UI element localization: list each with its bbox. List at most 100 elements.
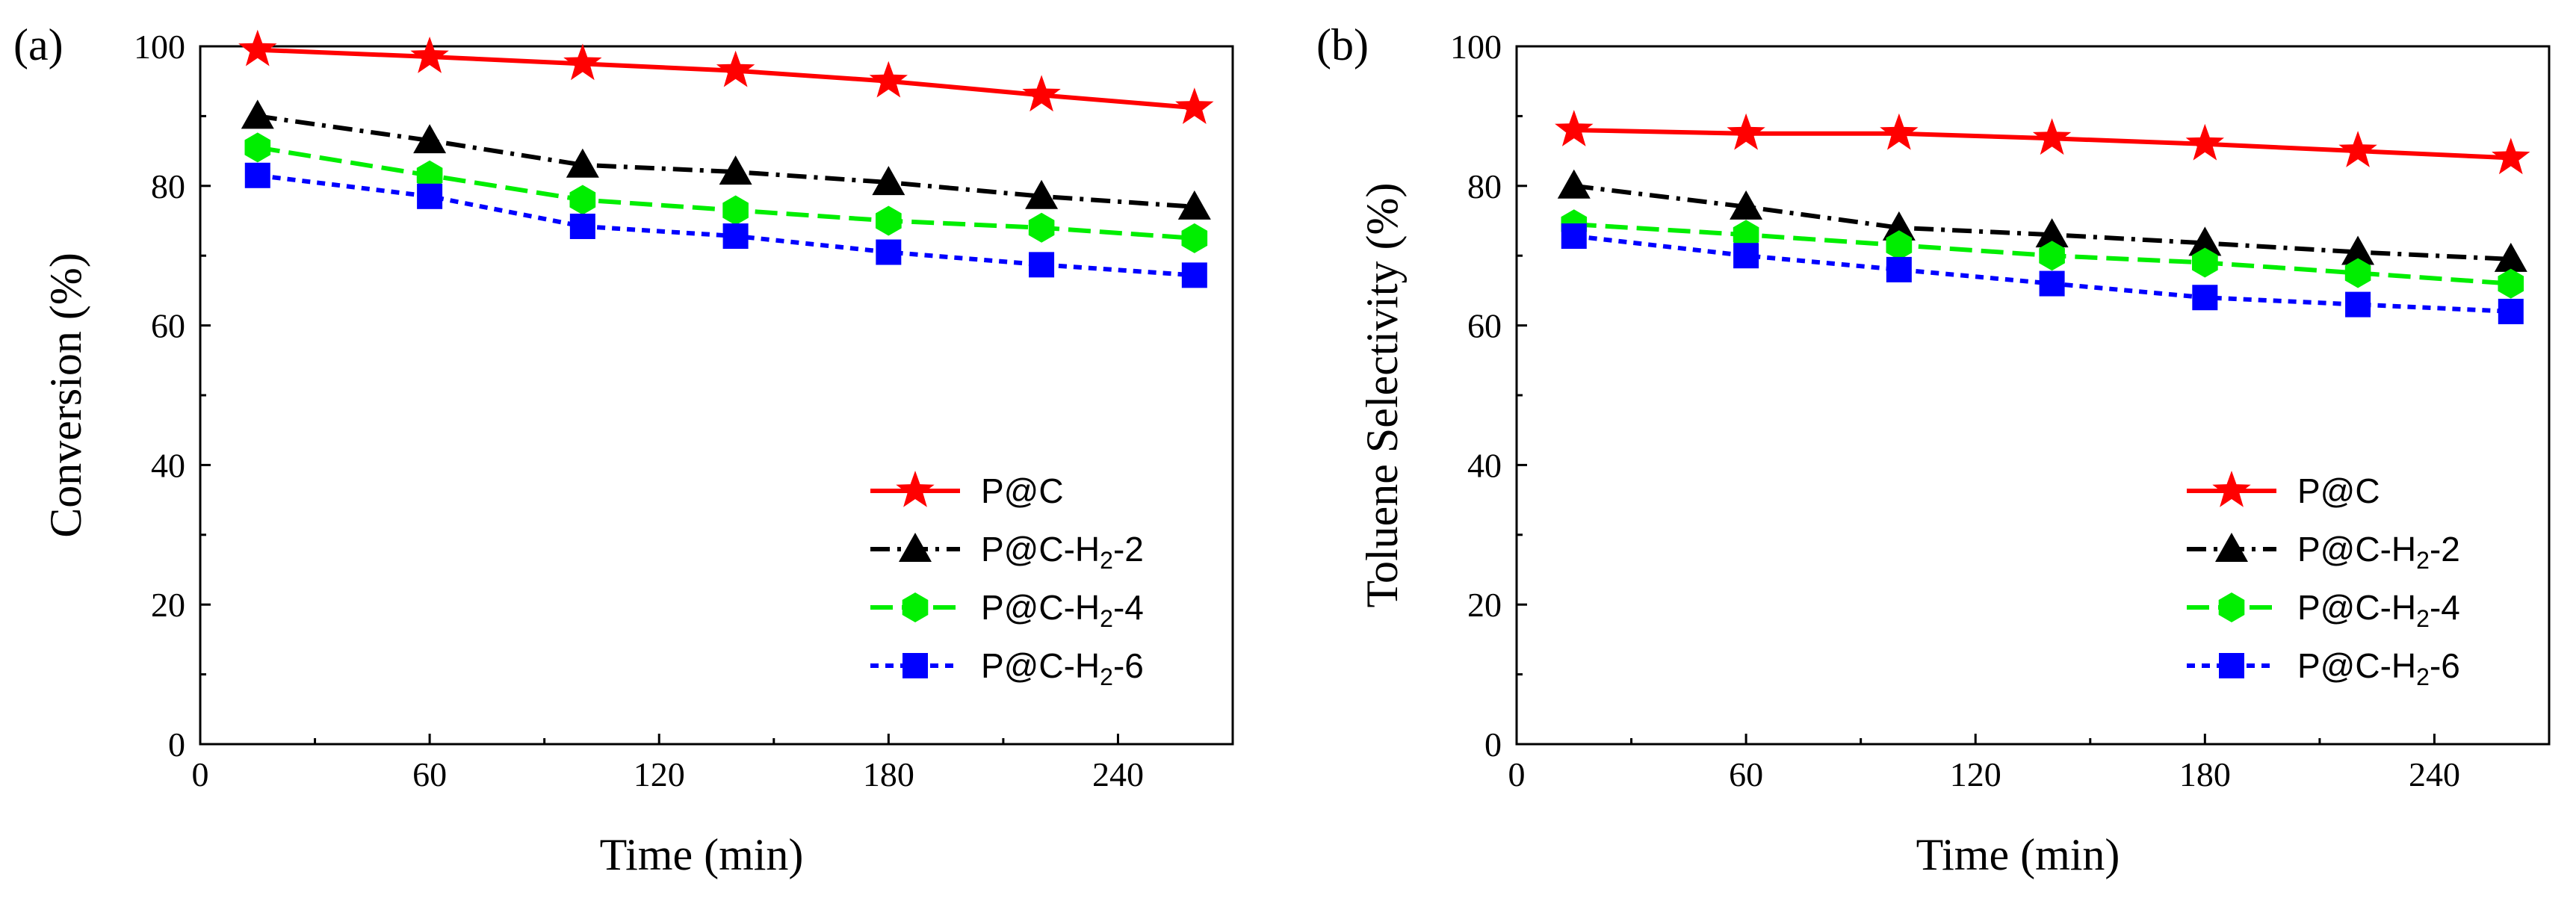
data-point — [2492, 137, 2530, 175]
data-point — [2039, 270, 2065, 297]
legend-marker — [902, 653, 928, 678]
legend-label: P@C-H2-2 — [2297, 530, 2460, 574]
y-axis-title: Toluene Selectivity (%) — [1357, 183, 1407, 608]
data-point — [1880, 113, 1919, 150]
y-tick-label: 60 — [1467, 307, 1502, 345]
data-point — [241, 99, 274, 129]
x-tick-label: 0 — [192, 755, 209, 793]
legend-entry: P@C-H2-6 — [2187, 646, 2460, 690]
legend-entry: P@C — [870, 471, 1064, 510]
y-tick-label: 100 — [1450, 28, 1502, 66]
data-point — [876, 205, 902, 236]
legend-label: P@C-H2-4 — [981, 588, 1144, 632]
x-axis-title: Time (min) — [1916, 830, 2120, 879]
data-point — [2032, 118, 2072, 155]
legend-entry: P@C — [2187, 471, 2380, 510]
data-point — [1177, 190, 1211, 220]
data-point — [1555, 110, 1594, 146]
data-point — [1882, 211, 1916, 241]
data-point — [1181, 262, 1207, 288]
data-point — [869, 61, 908, 98]
data-point — [719, 155, 752, 185]
data-point — [413, 124, 447, 154]
data-point — [872, 166, 905, 196]
data-point — [2192, 285, 2218, 311]
data-point — [722, 223, 749, 250]
legend-label: P@C-H2-2 — [981, 530, 1144, 574]
legend-label: P@C-H2-6 — [2297, 646, 2460, 690]
data-point — [2188, 226, 2222, 256]
data-point — [2344, 258, 2371, 288]
series-line — [257, 47, 1195, 111]
series-P@C-H2-6 — [244, 162, 1207, 288]
data-point — [2341, 235, 2375, 265]
data-point — [2338, 131, 2377, 167]
legend-entry: P@C-H2-6 — [870, 646, 1144, 690]
data-point — [1022, 75, 1061, 112]
y-tick-label: 100 — [134, 28, 185, 66]
legend-label: P@C-H2-6 — [981, 646, 1144, 690]
data-point — [410, 37, 449, 73]
x-tick-label: 180 — [863, 755, 914, 793]
data-point — [1557, 169, 1591, 199]
data-point — [1730, 190, 1763, 220]
legend-marker — [899, 533, 932, 562]
y-tick-label: 80 — [151, 167, 185, 205]
data-point — [2498, 298, 2524, 324]
chart-panel-b: (b) 0 60 120 180 240 0 20 40 60 80 100 Time (min) Tol… — [1316, 20, 2551, 879]
legend-marker — [2215, 533, 2248, 562]
data-point — [1175, 87, 1214, 124]
data-point — [1733, 243, 1759, 269]
series-P@C-H2-6 — [1561, 223, 2524, 324]
data-point — [244, 132, 271, 163]
data-point — [238, 29, 277, 66]
data-point — [2494, 242, 2527, 272]
legend-label: P@C — [2297, 471, 2380, 510]
legend-label: P@C — [981, 471, 1064, 510]
data-point — [244, 162, 270, 188]
data-point — [563, 43, 602, 81]
x-axis-title: Time (min) — [600, 830, 804, 879]
data-point — [1886, 230, 1913, 261]
data-point — [1561, 223, 1587, 250]
x-tick-label: 60 — [1729, 755, 1763, 793]
data-point — [417, 183, 443, 209]
data-point — [1025, 179, 1059, 209]
panel-label: (a) — [13, 20, 64, 69]
legend-entry: P@C-H2-2 — [2187, 530, 2460, 574]
data-point — [569, 185, 596, 215]
data-point — [1029, 252, 1055, 278]
legend-marker — [2218, 592, 2245, 622]
legend-marker — [2219, 653, 2244, 678]
y-tick-label: 20 — [1467, 586, 1502, 624]
data-point — [876, 239, 902, 265]
data-point — [1028, 212, 1055, 243]
legend-marker — [902, 592, 929, 622]
y-axis-title: Conversion (%) — [41, 253, 90, 538]
data-point — [566, 148, 599, 178]
panel-label: (b) — [1316, 20, 1369, 69]
x-tick-label: 240 — [1092, 755, 1144, 793]
y-tick-label: 0 — [168, 725, 185, 764]
data-point — [2192, 247, 2218, 278]
series-P@C — [1555, 110, 2530, 175]
series-P@C-H2-2 — [241, 99, 1211, 220]
chart-panel-a: (a) 0 60 120 180 240 0 20 40 60 80 100 Time (min) Con… — [13, 20, 1234, 879]
y-tick-label: 40 — [151, 446, 185, 484]
data-point — [716, 50, 755, 87]
data-point — [1886, 256, 1912, 282]
y-tick-label: 40 — [1467, 446, 1502, 484]
legend-marker — [896, 471, 935, 507]
data-point — [1733, 220, 1759, 250]
series-P@C-H2-4 — [244, 132, 1208, 253]
data-point — [2039, 241, 2065, 271]
x-tick-label: 240 — [2409, 755, 2460, 793]
x-tick-label: 0 — [1508, 755, 1526, 793]
data-point — [569, 213, 595, 239]
legend-entry: P@C-H2-2 — [870, 530, 1144, 574]
x-tick-label: 60 — [412, 755, 447, 793]
y-tick-label: 60 — [151, 307, 185, 345]
legend-marker — [2212, 471, 2251, 507]
x-tick-label: 120 — [634, 755, 685, 793]
